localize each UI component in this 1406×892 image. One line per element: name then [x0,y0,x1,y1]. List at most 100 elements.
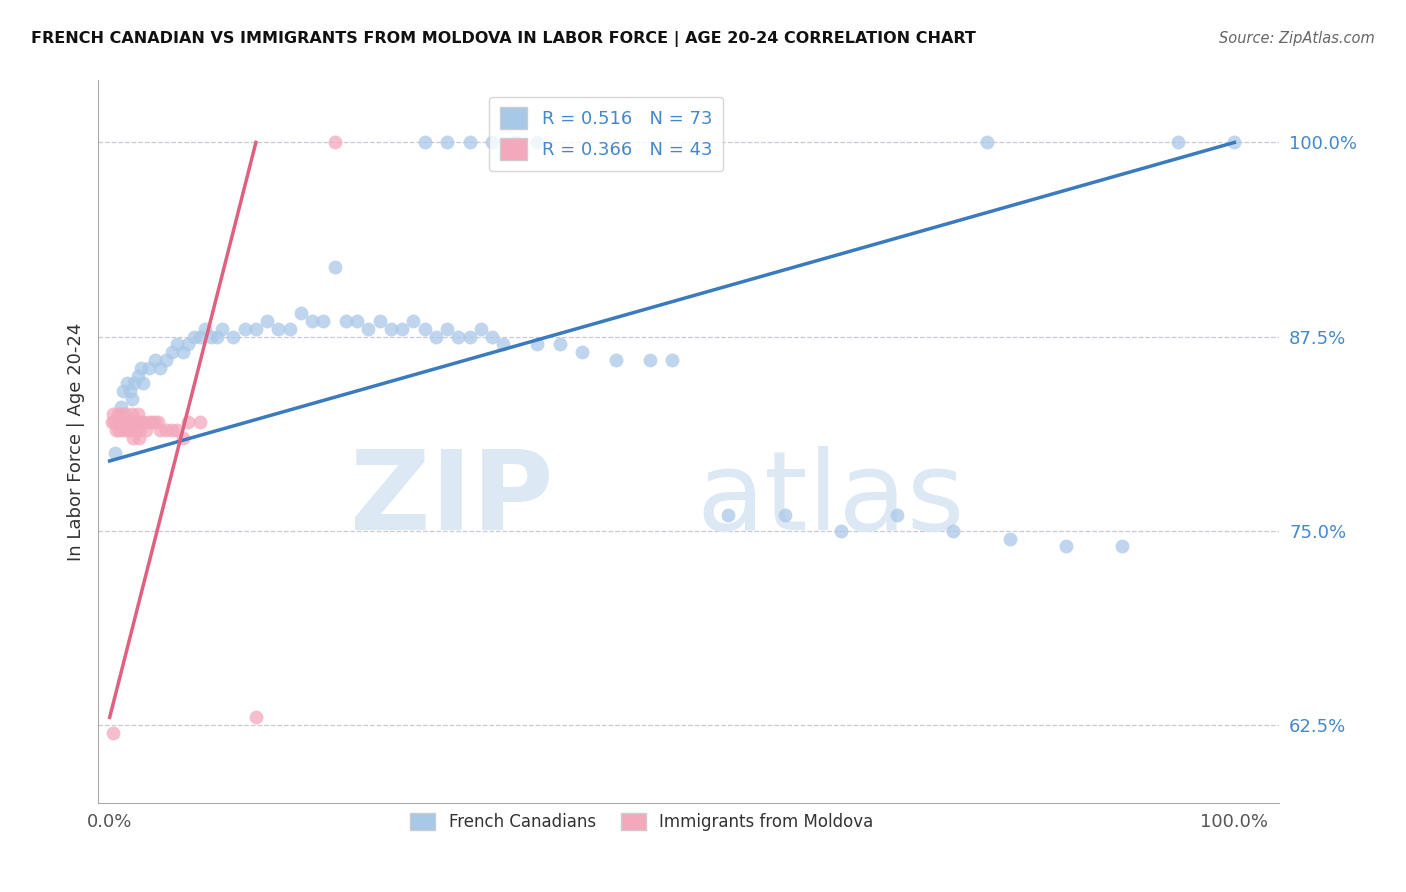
Point [481,329,503,343]
Point [107,415,129,429]
Point [267,322,290,336]
Point [110,400,132,414]
Point [368,314,391,328]
Point [120,415,142,429]
Point [117,415,139,429]
Point [571,345,593,359]
Point [278,322,301,336]
Point [160,345,183,359]
Point [470,322,492,336]
Point [436,322,458,336]
Point [200,329,222,343]
Point [458,136,481,150]
Point [129,415,152,429]
Point [172,431,194,445]
Point [124,376,146,391]
Point [205,329,228,343]
Point [413,322,436,336]
Point [101,408,124,422]
Point [103,415,125,429]
Point [830,524,852,538]
Point [233,322,256,336]
Point [323,136,346,150]
Point [1111,540,1133,554]
Point [118,423,141,437]
Point [773,508,796,523]
Point [188,415,211,429]
Point [447,329,470,343]
Point [346,314,368,328]
Point [357,322,380,336]
Point [638,353,661,368]
Point [104,446,127,460]
Point [146,415,169,429]
Y-axis label: In Labor Force | Age 20-24: In Labor Force | Age 20-24 [66,322,84,561]
Point [312,314,335,328]
Point [661,353,683,368]
Point [143,415,166,429]
Point [335,314,357,328]
Point [127,408,149,422]
Point [425,329,447,343]
Point [135,423,157,437]
Point [177,415,200,429]
Point [122,431,145,445]
Point [402,314,425,328]
Point [110,408,132,422]
Point [115,376,138,391]
Point [118,415,141,429]
Point [143,353,166,368]
Point [128,431,150,445]
Point [141,415,163,429]
Point [976,136,998,150]
Legend: French Canadians, Immigrants from Moldova: French Canadians, Immigrants from Moldov… [404,806,880,838]
Point [127,368,149,383]
Point [1223,136,1246,150]
Point [111,415,134,429]
Point [172,345,194,359]
Point [129,423,152,437]
Point [548,337,571,351]
Point [132,415,155,429]
Point [290,306,312,320]
Point [211,322,233,336]
Point [149,360,172,375]
Point [1167,136,1189,150]
Point [115,423,138,437]
Point [194,322,217,336]
Point [458,329,481,343]
Point [149,423,172,437]
Point [503,136,526,150]
Point [112,384,135,398]
Point [112,415,135,429]
Point [222,329,245,343]
Point [436,136,458,150]
Point [118,384,141,398]
Point [323,260,346,274]
Point [605,353,627,368]
Point [177,337,200,351]
Point [124,415,146,429]
Point [107,408,129,422]
Point [256,314,278,328]
Point [129,360,152,375]
Point [166,337,188,351]
Point [105,423,128,437]
Point [112,423,135,437]
Text: atlas: atlas [696,446,965,553]
Point [125,415,148,429]
Point [104,415,127,429]
Point [124,423,146,437]
Point [101,415,124,429]
Point [717,508,740,523]
Point [301,314,323,328]
Point [492,337,515,351]
Point [526,136,548,150]
Point [108,415,131,429]
Point [138,360,160,375]
Point [380,322,402,336]
Point [998,532,1021,546]
Point [183,329,205,343]
Point [942,524,965,538]
Point [132,376,155,391]
